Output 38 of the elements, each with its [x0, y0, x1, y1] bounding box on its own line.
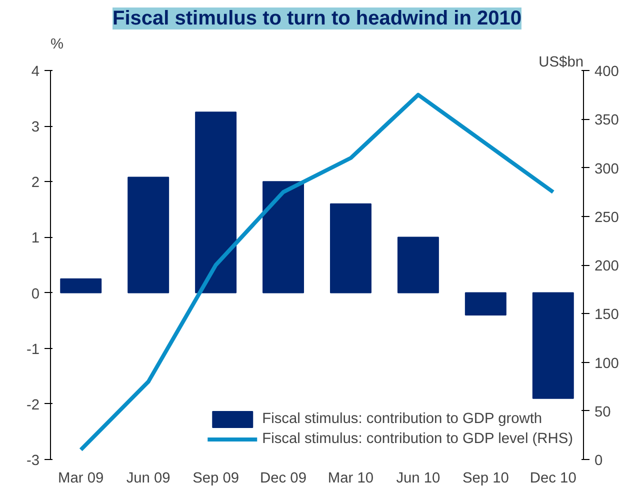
- x-tick-label: Sep 09: [192, 470, 240, 486]
- y2-tick-label: 0: [594, 453, 603, 469]
- x-tick-label: Sep 10: [462, 470, 509, 486]
- y-tick-label: -3: [26, 453, 40, 469]
- legend-label: Fiscal stimulus: contribution to GDP growth: [262, 411, 542, 427]
- y2-tick-label: 250: [594, 210, 619, 226]
- y-tick-label: -2: [26, 397, 40, 414]
- bar: [532, 292, 574, 399]
- y-axis-title: %: [50, 36, 64, 52]
- y2-tick-label: 350: [594, 112, 619, 129]
- y-tick-label: 4: [31, 64, 40, 80]
- y2-tick-label: 200: [594, 258, 619, 274]
- legend-label: Fiscal stimulus: contribution to GDP level (RHS): [262, 431, 573, 447]
- bar: [60, 278, 102, 294]
- chart-title: Fiscal stimulus to turn to headwind in 2010: [112, 8, 522, 30]
- bar: [464, 292, 506, 316]
- x-tick-label: Dec 09: [260, 470, 306, 486]
- y-tick-label: 0: [31, 286, 40, 302]
- bar: [330, 203, 372, 294]
- y-tick-label: 3: [31, 120, 40, 136]
- y2-tick-label: 150: [594, 307, 619, 324]
- y2-axis-title: US$bn: [538, 54, 584, 70]
- y2-tick-label: 400: [594, 64, 619, 80]
- y-tick-label: 2: [31, 175, 40, 192]
- y-tick-label: -1: [26, 342, 40, 358]
- bar: [262, 181, 304, 294]
- y2-tick-label: 100: [594, 356, 619, 372]
- y2-tick-label: 300: [594, 161, 619, 178]
- x-tick-label: Mar 10: [328, 470, 374, 486]
- x-tick-label: Jun 09: [126, 470, 170, 486]
- x-tick-label: Dec 10: [530, 470, 576, 486]
- y2-tick-label: 50: [594, 404, 611, 420]
- y-tick-label: 1: [31, 230, 40, 247]
- bar: [128, 176, 170, 294]
- bar: [195, 112, 237, 294]
- x-tick-label: Mar 09: [58, 470, 104, 486]
- bar: [397, 236, 439, 294]
- x-tick-label: Jun 10: [396, 470, 440, 486]
